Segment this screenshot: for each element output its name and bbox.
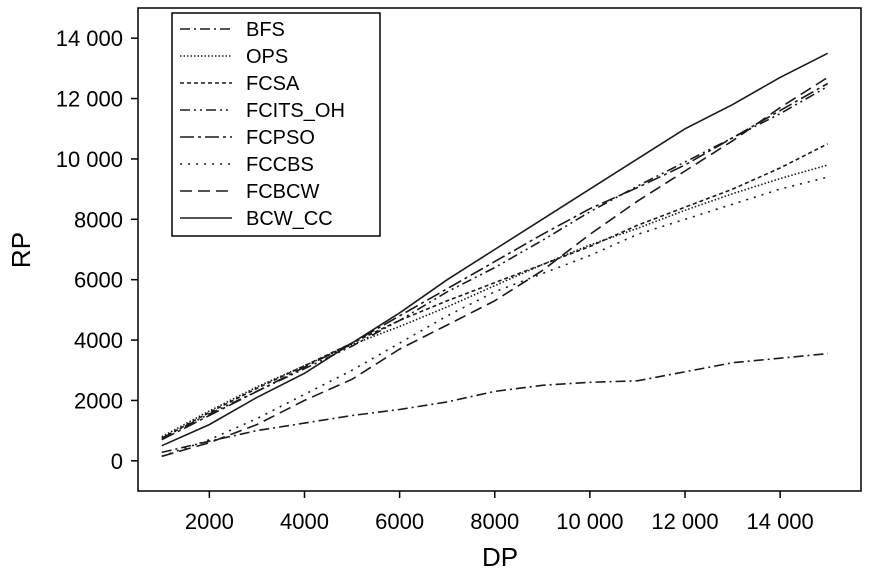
- x-tick-label: 4000: [280, 509, 329, 534]
- x-tick-label: 6000: [375, 509, 424, 534]
- legend-box: [171, 12, 381, 237]
- series-line-bcw-cc: [161, 52, 829, 447]
- legend-label-bfs: BFS: [246, 19, 285, 41]
- y-axis-title: RP: [6, 232, 36, 268]
- x-tick-label: 10 000: [556, 509, 623, 534]
- y-tick-label: 2000: [74, 388, 123, 413]
- legend-label-fcsa: FCSA: [246, 73, 300, 95]
- series-line-fcits-oh: [161, 85, 829, 439]
- y-tick-label: 12 000: [56, 87, 123, 112]
- series-line-fcsa: [161, 143, 829, 439]
- series-line-fcbcw: [161, 76, 829, 458]
- legend-label-fcits-oh: FCITS_OH: [246, 100, 345, 122]
- legend-label-bcw-cc: BCW_CC: [246, 208, 333, 230]
- series-line-fcpso: [161, 82, 829, 441]
- y-axis: 0 2000 4000 6000 8000 10 000 12 000 14 000: [56, 26, 138, 474]
- y-tick-label: 6000: [74, 268, 123, 293]
- legend-label-fcpso: FCPSO: [246, 127, 315, 149]
- y-tick-label: 10 000: [56, 147, 123, 172]
- x-tick-label: 8000: [470, 509, 519, 534]
- legend: BFS OPS FCSA FCITS_OH FCPSO FCCBS FCBCW BCW_CC: [171, 12, 381, 237]
- y-tick-label: 14 000: [56, 26, 123, 51]
- legend-label-fcbcw: FCBCW: [246, 181, 319, 203]
- x-axis: 2000 4000 6000 8000 10 000 12 000 14 000: [185, 491, 814, 534]
- series-lines: [161, 52, 829, 458]
- plot-frame: [137, 7, 862, 492]
- series-line-fccbs: [161, 176, 828, 458]
- x-tick-label: 12 000: [651, 509, 718, 534]
- y-tick-label: 0: [111, 449, 123, 474]
- x-axis-title: DP: [482, 542, 518, 572]
- legend-label-fccbs: FCCBS: [246, 154, 314, 176]
- y-tick-label: 8000: [74, 207, 123, 232]
- y-tick-label: 4000: [74, 328, 123, 353]
- x-tick-label: 14 000: [746, 509, 813, 534]
- series-line-bfs: [161, 352, 828, 454]
- x-tick-label: 2000: [185, 509, 234, 534]
- legend-label-ops: OPS: [246, 46, 288, 68]
